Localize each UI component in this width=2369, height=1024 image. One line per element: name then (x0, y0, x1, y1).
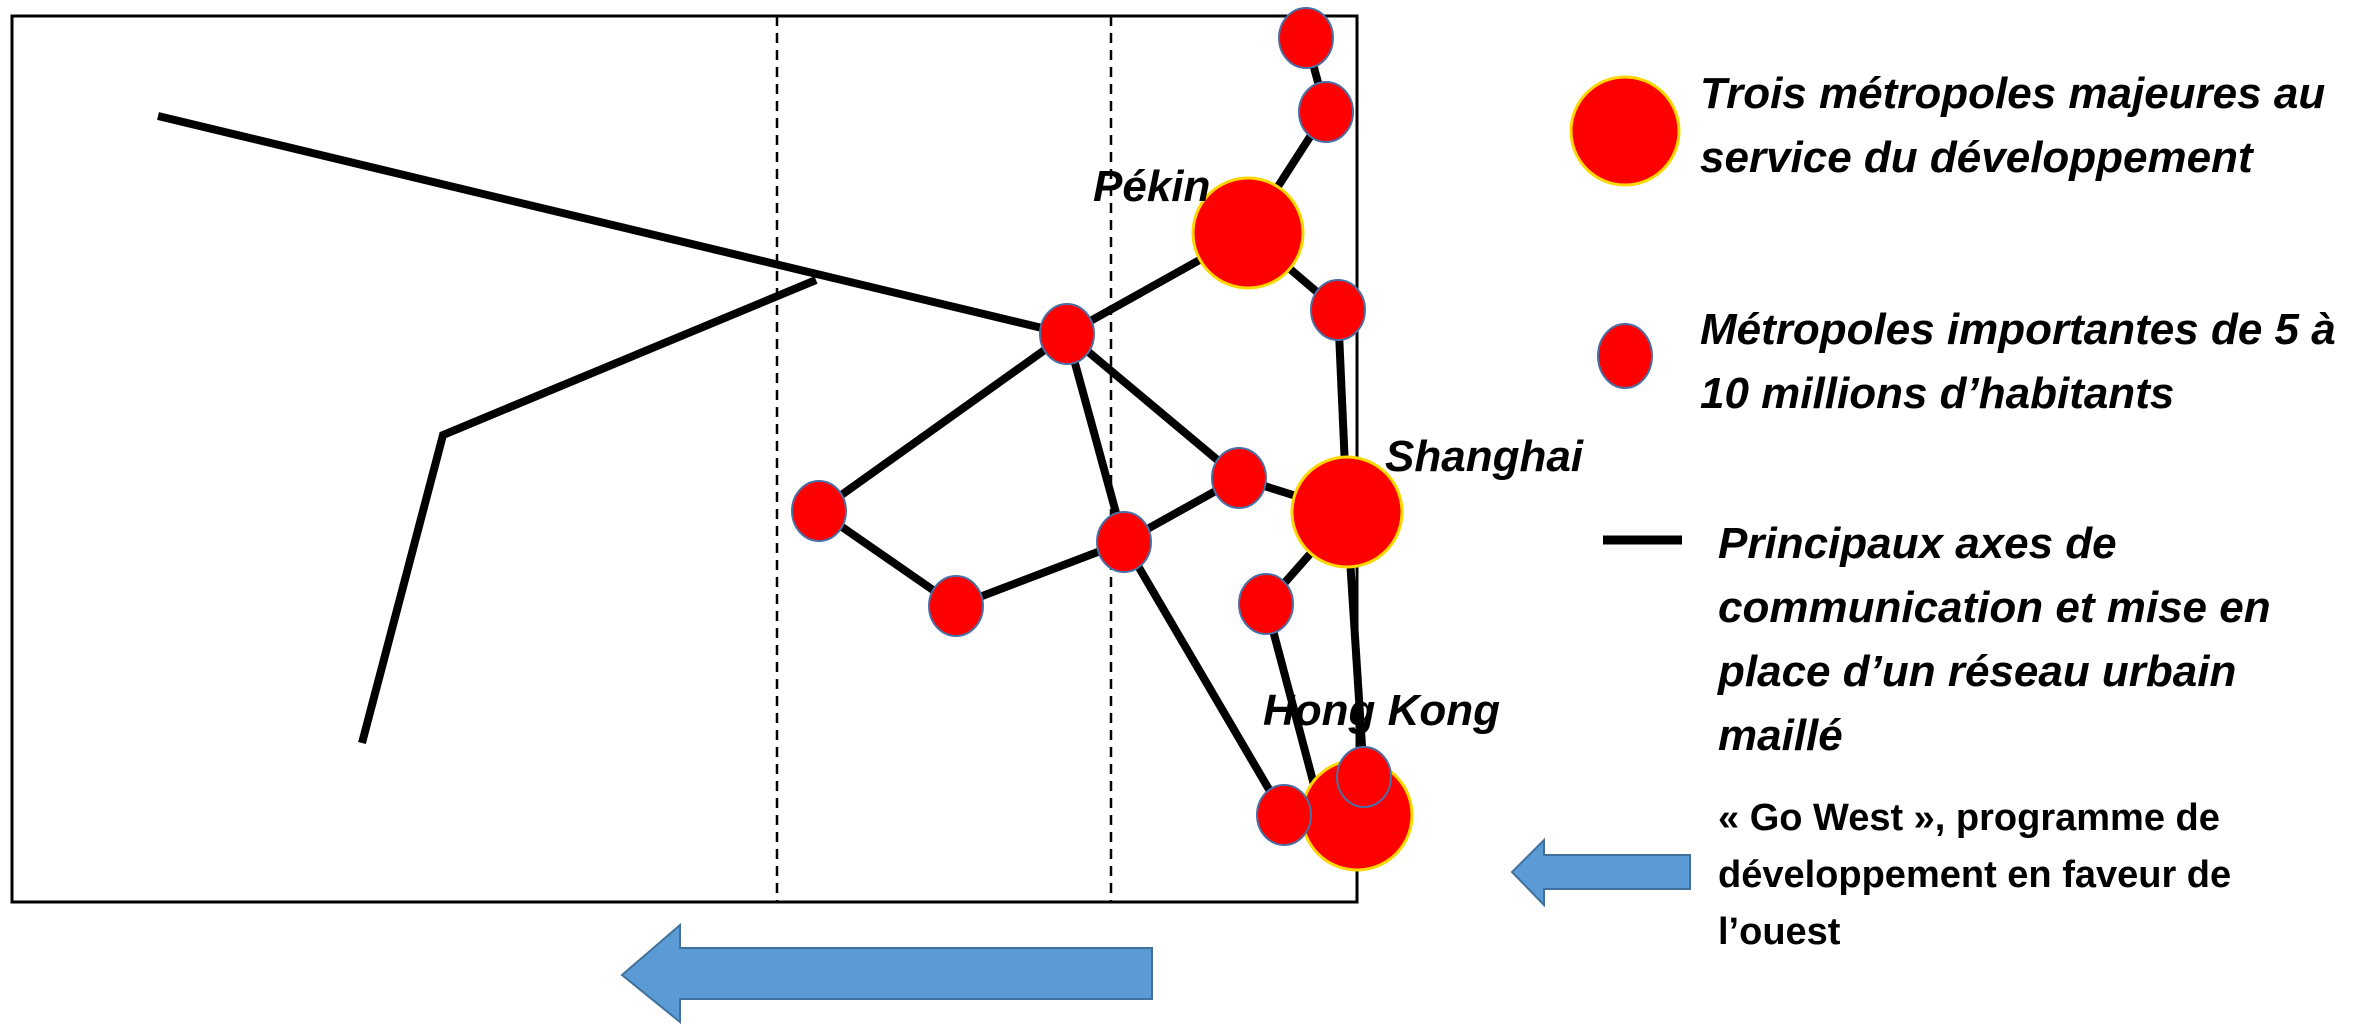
major-metropolis-beijing (1191, 176, 1305, 290)
axis-hub-center (1063, 332, 1128, 544)
axis-hub-west (816, 330, 1070, 515)
axis-south-hk (1262, 602, 1326, 817)
legend-go-west-arrow (1510, 837, 1691, 908)
legend-important-metropolises-text: Métropoles importantes de 5 à 10 million… (1700, 305, 2336, 418)
metropolis-east (1211, 447, 1267, 509)
metropolis-west (791, 480, 847, 542)
metropolis-center (1096, 511, 1152, 573)
communication-axes (157, 36, 1368, 818)
legend-communication-axes-text: Principaux axes de communication et mise… (1718, 519, 2271, 760)
major-metropolis-shanghai (1290, 455, 1404, 569)
metropolis-guangzhou (1256, 784, 1312, 846)
metropolis-north (1298, 81, 1354, 143)
axis-northwest (157, 112, 1068, 338)
metropolis-shenzhen (1336, 746, 1392, 808)
metropolis-hub (1039, 303, 1095, 365)
axis-center-hk (1120, 539, 1288, 818)
legend-major-metropolises-text: Trois métropoles majeures au service du … (1700, 69, 2326, 182)
legend-go-west-text: « Go West », programme de développement … (1718, 797, 2232, 953)
city-label-shanghai: Shanghai (1385, 432, 1584, 481)
axis-hub-east (1064, 330, 1242, 482)
city-label-hong-kong: Hong Kong (1263, 686, 1501, 735)
map-frame (10, 14, 1359, 904)
metropolis-north-top (1278, 7, 1334, 69)
city-label-beijing: Pékin (1093, 162, 1211, 211)
metropolis-south-coast (1238, 573, 1294, 635)
metropolis-coast-north (1310, 279, 1366, 341)
legend-important-metropolis-symbol (1597, 323, 1653, 389)
legend-major-metropolis-symbol (1569, 75, 1681, 187)
axis-south-center (954, 538, 1126, 610)
metropolises (791, 7, 1414, 872)
axis-southwest (358, 276, 818, 745)
metropolis-south-west (928, 575, 984, 637)
go-west-arrow-large (620, 922, 1153, 1024)
